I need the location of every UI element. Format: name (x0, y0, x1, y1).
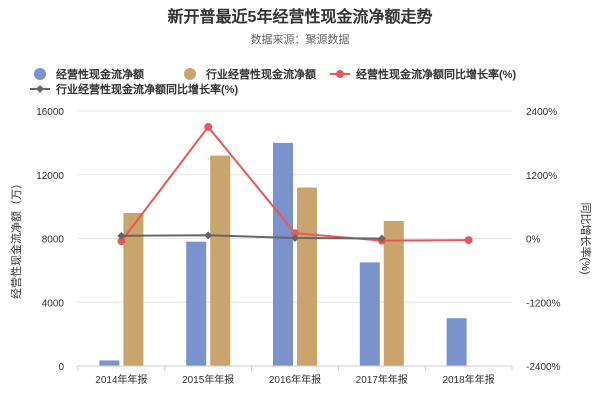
legend-label: 经营性现金流净额 (56, 67, 144, 81)
industry-growth-point (204, 231, 213, 240)
industry-growth-point (377, 234, 386, 243)
legend-item: 行业经营性现金流净额 (184, 67, 316, 81)
legend-marker (36, 85, 44, 93)
x-tick-label: 2017年年报 (356, 373, 408, 386)
industry-growth-point (291, 233, 299, 242)
industry-cashflow-bar (297, 187, 317, 366)
legend-label: 经营性现金流净额同比增长率(%) (356, 67, 516, 81)
grid-lines (78, 110, 512, 303)
legend-marker (336, 70, 344, 78)
left-tick-label: 12000 (36, 171, 64, 182)
right-tick-label: -2400% (526, 362, 561, 373)
x-tick-label: 2014年年报 (95, 373, 147, 386)
right-tick-label: 2400% (526, 107, 557, 118)
industry-growth-line (121, 234, 382, 240)
left-tick-label: 0 (58, 362, 64, 373)
company-cashflow-bar (273, 142, 293, 366)
lines-group (117, 122, 473, 246)
company-growth-point (204, 122, 213, 131)
company-cashflow-bar (446, 318, 467, 366)
bars-group (99, 142, 467, 366)
company-cashflow-bar (186, 241, 207, 366)
company-growth-point (117, 237, 126, 246)
industry-growth-point (117, 231, 126, 240)
company-growth-point (464, 236, 473, 245)
x-tick-label: 2015年年报 (182, 373, 234, 386)
right-axis-title: 同比增长率(%) (579, 202, 593, 274)
legend-item: 经营性现金流净额同比增长率(%) (330, 67, 516, 81)
x-tick-label: 2018年年报 (442, 373, 494, 386)
left-axis-title: 经营性现金流净额（万） (9, 178, 23, 299)
left-tick-label: 4000 (42, 298, 65, 309)
left-tick-label: 8000 (42, 235, 65, 246)
left-tick-label: 16000 (36, 107, 64, 118)
legend-label: 行业经营性现金流净额 (205, 67, 316, 81)
legend-label: 行业经营性现金流净额同比增长率(%) (55, 82, 238, 96)
legend-item: 经营性现金流净额 (34, 67, 144, 81)
legend-marker (184, 68, 196, 80)
company-cashflow-bar (359, 262, 380, 366)
company-cashflow-bar (99, 360, 120, 366)
legend: 经营性现金流净额 行业经营性现金流净额 经营性现金流净额同比增长率(%) 行业经营性现… (30, 67, 516, 96)
x-tick-label: 2016年年报 (269, 373, 321, 386)
company-growth-point (291, 229, 299, 238)
industry-cashflow-bar (210, 155, 231, 366)
legend-marker (34, 68, 46, 80)
right-tick-label: -1200% (526, 298, 561, 309)
chart-title: 新开普最近5年经营性现金流净额走势 (168, 7, 433, 26)
right-tick-label: 1200% (526, 171, 557, 182)
legend-item: 行业经营性现金流净额同比增长率(%) (30, 82, 238, 96)
right-tick-label: 0% (526, 235, 541, 246)
company-growth-line (120, 125, 469, 242)
industry-cashflow-bar (123, 213, 144, 366)
axes-group: 0 4000 8000 12000 16000 -2400% -1200% 0% 1200% 24… (36, 107, 560, 386)
industry-cashflow-bar (383, 220, 404, 366)
chart-subtitle: 数据来源：聚源数据 (251, 32, 350, 46)
